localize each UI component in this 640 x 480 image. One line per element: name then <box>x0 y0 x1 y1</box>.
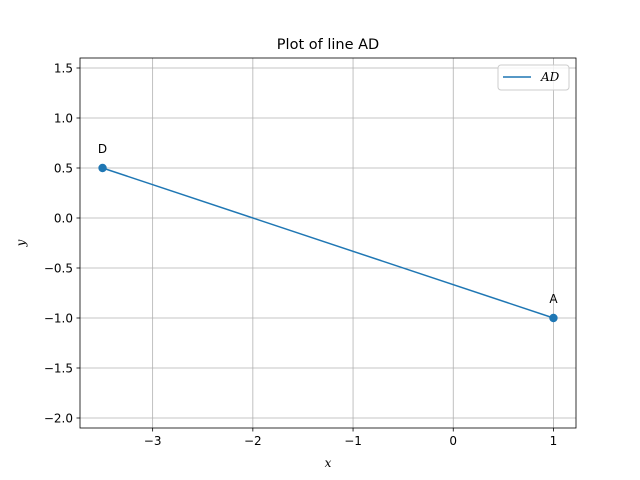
x-tick-label: 1 <box>550 434 558 448</box>
grid-lines <box>80 58 576 428</box>
legend[interactable]: AD <box>497 64 570 91</box>
points-layer: DA <box>98 142 558 323</box>
x-axis: −3 −2 −1 0 1 <box>144 428 557 448</box>
x-tick-label: −3 <box>144 434 162 448</box>
x-axis-label: x <box>325 456 332 470</box>
x-tick-label: 0 <box>449 434 457 448</box>
y-tick-label: 0.0 <box>54 211 73 225</box>
legend-label-ad: AD <box>540 70 560 84</box>
y-tick-label: −1.0 <box>44 311 73 325</box>
chart-title: Plot of line AD <box>277 37 379 53</box>
x-tick-label: −2 <box>244 434 262 448</box>
plot-frame <box>79 57 577 429</box>
y-tick-label: −2.0 <box>44 411 73 425</box>
series-layer <box>102 167 554 319</box>
legend-box <box>497 64 570 91</box>
y-tick-label: −0.5 <box>44 261 73 275</box>
y-axis-label: y <box>14 239 28 247</box>
x-tick-label: −1 <box>344 434 362 448</box>
point-marker-d <box>98 163 107 173</box>
point-label-a: A <box>549 292 558 306</box>
y-tick-label: 1.0 <box>54 111 73 125</box>
y-tick-label: −1.5 <box>44 361 73 375</box>
point-label-d: D <box>98 142 107 156</box>
y-tick-label: 0.5 <box>54 161 73 175</box>
y-axis: −2.0 −1.5 −1.0 −0.5 0.0 0.5 1.0 1.5 <box>44 61 80 425</box>
series-line-ad <box>102 167 554 319</box>
point-marker-a <box>549 313 558 323</box>
y-tick-label: 1.5 <box>54 61 73 75</box>
